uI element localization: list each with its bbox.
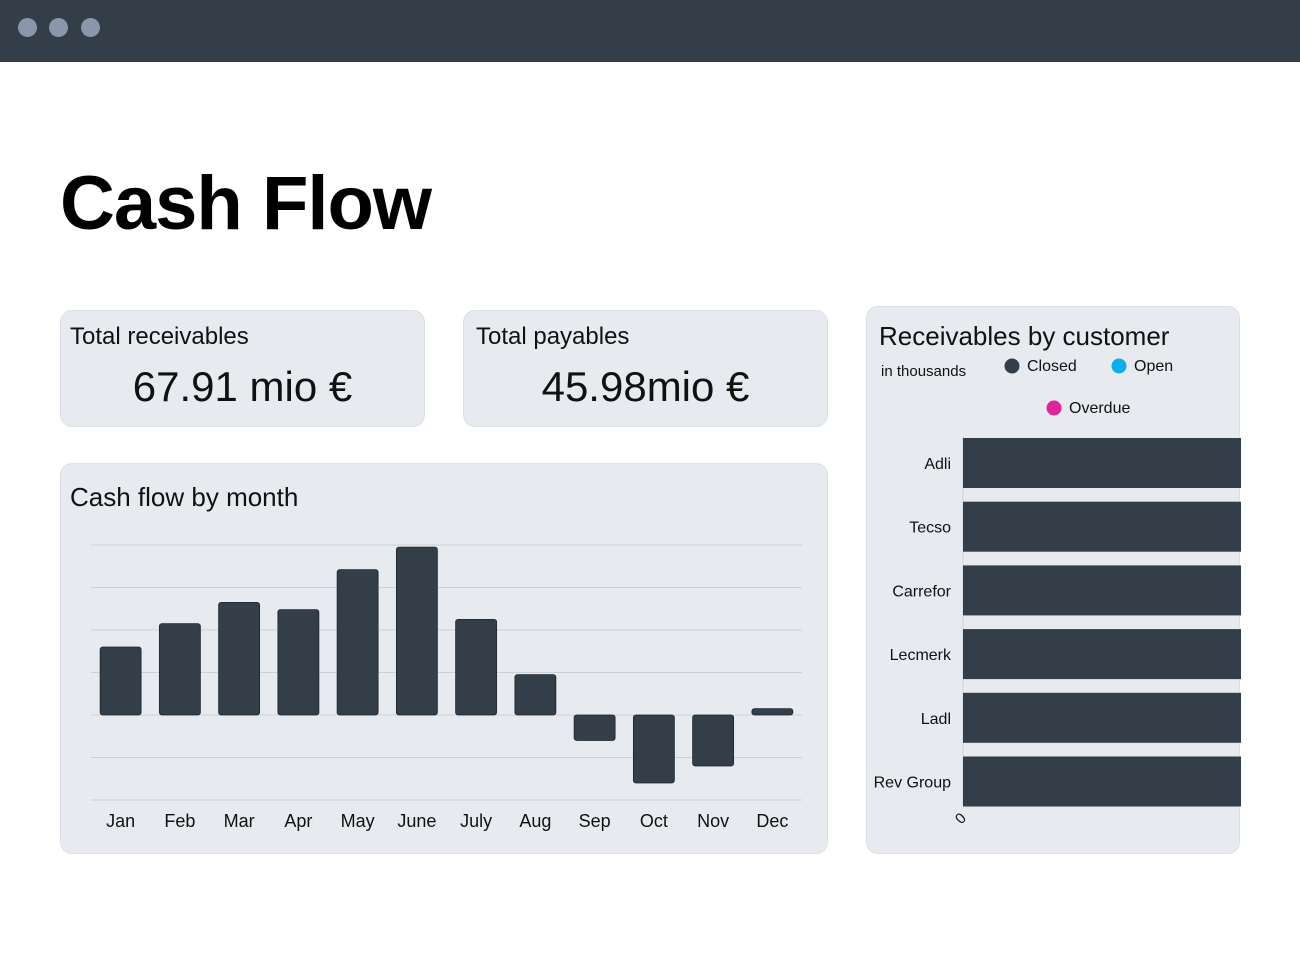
x-tick-label: Dec — [756, 811, 788, 831]
receivables-chart-card: Receivables by customer in thousands Clos… — [866, 306, 1241, 854]
window-titlebar — [0, 0, 1300, 62]
bar-rev-group-closed — [963, 756, 1241, 807]
x-tick-label: Nov — [697, 811, 729, 831]
x-tick-label: May — [341, 811, 375, 831]
x-tick-label: Oct — [640, 811, 668, 831]
total-receivables-card: Total receivables 67.91 mio € — [60, 310, 425, 427]
bar-ladl-closed — [963, 692, 1241, 743]
legend-label-overdue: Overdue — [1069, 400, 1130, 417]
legend-label-closed: Closed — [1027, 358, 1077, 375]
x-tick-label: June — [397, 811, 436, 831]
bar-sep — [573, 714, 616, 741]
legend-label-open: Open — [1134, 358, 1173, 375]
window-maximize-button[interactable] — [81, 18, 100, 37]
x-tick-label: Feb — [164, 811, 195, 831]
bar-may — [336, 569, 379, 716]
y-tick-label: Adli — [924, 456, 951, 473]
bar-mar — [218, 601, 261, 716]
legend-marker-overdue — [1046, 400, 1062, 416]
window-minimize-button[interactable] — [49, 18, 68, 37]
bar-oct — [632, 714, 675, 784]
y-tick-label: Lecmerk — [890, 647, 952, 664]
bar-apr — [277, 609, 320, 716]
x-tick-label: Sep — [579, 811, 611, 831]
x-tick-label: Jan — [106, 811, 135, 831]
x-tick-label: Aug — [519, 811, 551, 831]
bar-june — [395, 546, 438, 716]
cash-flow-chart: Jan Feb Mar Apr May June July Aug Sep Oct Nov Dec — [91, 544, 802, 831]
y-tick-label: Tecso — [909, 520, 951, 537]
x-tick-label: 0 — [952, 810, 970, 828]
x-tick-label: July — [460, 811, 492, 831]
bar-feb — [158, 623, 201, 716]
bar-jan — [99, 646, 142, 716]
total-payables-label: Total payables — [476, 323, 630, 350]
total-receivables-label: Total receivables — [70, 323, 249, 350]
receivables-chart-title: Receivables by customer — [879, 321, 1170, 351]
y-tick-label: Carrefor — [892, 583, 951, 600]
y-tick-label: Rev Group — [874, 775, 951, 792]
x-tick-label: Mar — [224, 811, 255, 831]
bar-lecmerk-closed — [963, 629, 1241, 680]
bar-adli-closed — [963, 438, 1241, 488]
legend-marker-open — [1111, 358, 1127, 374]
window-close-button[interactable] — [18, 18, 37, 37]
total-payables-value: 45.98mio € — [541, 363, 750, 410]
cash-flow-chart-title: Cash flow by month — [70, 482, 299, 512]
bar-aug — [514, 674, 557, 716]
x-tick-label: Apr — [284, 811, 312, 831]
bar-dec — [751, 708, 794, 716]
y-tick-label: Ladl — [921, 711, 951, 728]
bar-tecso-closed — [963, 501, 1241, 552]
bar-nov — [692, 714, 735, 767]
bar-july — [455, 618, 498, 716]
cash-flow-chart-card: Cash flow by month Jan Feb Mar Apr May June Ju… — [60, 463, 828, 854]
receivables-chart: in thousandsClosedOpenOverdue05001000150… — [874, 358, 1241, 828]
total-payables-card: Total payables 45.98mio € — [463, 310, 828, 427]
chart-subtitle: in thousands — [881, 363, 966, 380]
total-receivables-value: 67.91 mio € — [132, 363, 353, 410]
legend-marker-closed — [1004, 358, 1020, 374]
bar-carrefor-closed — [963, 565, 1241, 616]
page-title: Cash Flow — [60, 161, 432, 246]
